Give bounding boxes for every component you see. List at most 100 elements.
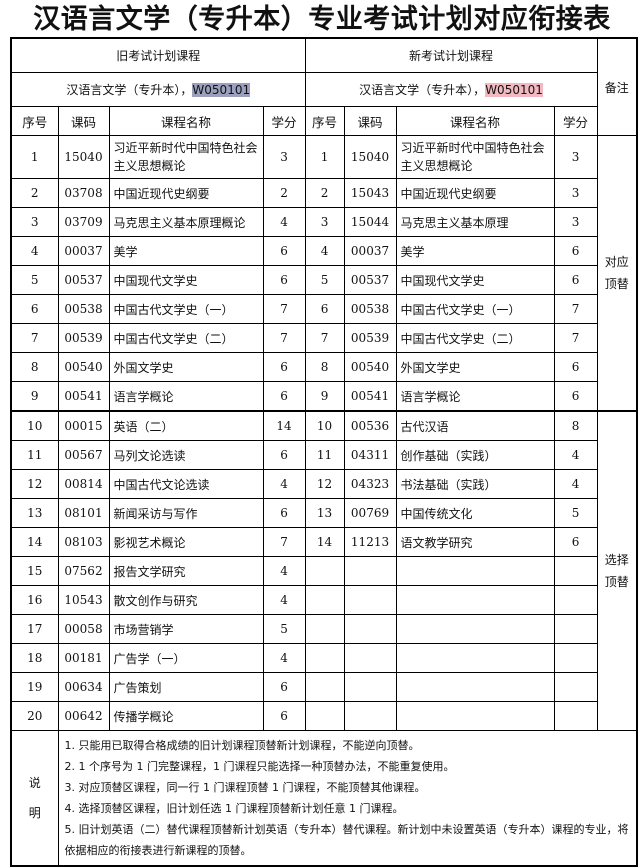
old-course: 美学 <box>108 236 264 266</box>
old-code: 00567 <box>57 440 110 470</box>
table-row: 17 00058 市场营销学 5 <box>10 614 637 644</box>
old-code: 10543 <box>57 585 110 615</box>
new-seq: 7 <box>304 323 345 353</box>
new-credit <box>553 672 598 702</box>
old-plan-code: W050101 <box>192 83 251 97</box>
old-course: 散文创作与研究 <box>108 585 264 615</box>
old-credit: 6 <box>262 352 306 382</box>
old-credit: 4 <box>262 556 306 586</box>
new-seq <box>304 614 345 644</box>
new-credit <box>553 585 598 615</box>
table-row: 13 08101 新闻采访与写作 6 13 00769 中国传统文化 5 <box>10 498 637 528</box>
table-row: 9 00541 语言学概论 6 9 00541 语言学概论 6 <box>10 381 637 412</box>
old-credit: 2 <box>262 178 306 208</box>
table-row: 20 00642 传播学概论 6 <box>10 701 637 731</box>
table-row: 2 03708 中国近现代史纲要 2 2 15043 中国近现代史纲要 3 <box>10 178 637 208</box>
note-item: 5. 旧计划英语（二）替代课程顶替新计划英语（专升本）替代课程。新计划中未设置英… <box>64 823 629 857</box>
old-seq: 7 <box>10 323 59 353</box>
new-credit: 6 <box>553 381 598 412</box>
old-code: 08103 <box>57 527 110 557</box>
old-seq: 14 <box>10 527 59 557</box>
old-seq: 3 <box>10 207 59 237</box>
old-course: 报告文学研究 <box>108 556 264 586</box>
new-code <box>343 643 397 673</box>
new-code: 00037 <box>343 236 397 266</box>
new-seq: 3 <box>304 207 345 237</box>
old-code: 00539 <box>57 323 110 353</box>
old-credit: 7 <box>262 527 306 557</box>
old-code: 00814 <box>57 469 110 499</box>
notes-content: 1. 只能用已取得合格成绩的旧计划课程顶替新计划课程，不能逆向顶替。 2. 1 个… <box>57 730 638 867</box>
new-credit: 7 <box>553 323 598 353</box>
new-course: 中国现代文学史 <box>395 265 555 295</box>
old-code: 00181 <box>57 643 110 673</box>
old-seq: 11 <box>10 440 59 470</box>
new-seq <box>304 701 345 731</box>
new-credit <box>553 556 598 586</box>
new-code <box>343 672 397 702</box>
new-seq <box>304 643 345 673</box>
new-credit: 7 <box>553 294 598 324</box>
column-header: 序号 <box>304 106 345 136</box>
old-seq: 19 <box>10 672 59 702</box>
new-credit: 6 <box>553 527 598 557</box>
new-plan-code: W050101 <box>485 83 543 97</box>
table-row: 7 00539 中国古代文学史（二） 7 7 00539 中国古代文学史（二） 7 <box>10 323 637 353</box>
old-code: 08101 <box>57 498 110 528</box>
old-credit: 5 <box>262 614 306 644</box>
table-row: 16 10543 散文创作与研究 4 <box>10 585 637 615</box>
new-course: 马克思主义基本原理 <box>395 207 555 237</box>
table-row: 1 15040 习近平新时代中国特色社会主义思想概论 3 1 15040 习近平新时代中国特… <box>10 135 638 412</box>
new-code: 11213 <box>343 527 397 557</box>
old-credit: 6 <box>262 236 306 266</box>
old-credit: 4 <box>262 643 306 673</box>
new-course <box>395 672 555 702</box>
new-seq <box>304 556 345 586</box>
new-course <box>395 643 555 673</box>
new-course <box>395 556 555 586</box>
remark-header: 备注 <box>596 37 638 136</box>
old-seq: 2 <box>10 178 59 208</box>
table-row: 11 00567 马列文论选读 6 11 04311 创作基础（实践） 4 <box>10 440 637 470</box>
old-course: 市场营销学 <box>108 614 264 644</box>
old-plan-major: 汉语言文学（专升本），W050101 <box>10 72 306 107</box>
table-row: 4 00037 美学 6 4 00037 美学 6 <box>10 236 637 266</box>
new-course: 书法基础（实践） <box>395 469 555 499</box>
old-seq: 13 <box>10 498 59 528</box>
old-course: 外国文学史 <box>108 352 264 382</box>
old-code: 00540 <box>57 352 110 382</box>
old-code: 00015 <box>57 410 110 441</box>
new-seq <box>304 672 345 702</box>
new-code: 00538 <box>343 294 397 324</box>
new-code: 00540 <box>343 352 397 382</box>
column-header: 课程名称 <box>395 106 555 136</box>
old-course: 中国近现代史纲要 <box>108 178 264 208</box>
table-row: 12 00814 中国古代文论选读 4 12 04323 书法基础（实践） 4 <box>10 469 637 499</box>
new-code <box>343 701 397 731</box>
old-code: 00058 <box>57 614 110 644</box>
old-credit: 4 <box>262 585 306 615</box>
old-course: 广告学（一） <box>108 643 264 673</box>
old-code: 07562 <box>57 556 110 586</box>
old-seq: 16 <box>10 585 59 615</box>
old-seq: 15 <box>10 556 59 586</box>
old-seq: 18 <box>10 643 59 673</box>
old-seq: 10 <box>10 410 59 441</box>
new-course: 中国传统文化 <box>395 498 555 528</box>
old-code: 03709 <box>57 207 110 237</box>
page-title: 汉语言文学（专升本）专业考试计划对应衔接表 <box>33 4 611 35</box>
new-credit: 6 <box>553 352 598 382</box>
old-course: 中国古代文学史（二） <box>108 323 264 353</box>
new-credit: 5 <box>553 498 598 528</box>
column-header: 课程名称 <box>108 106 264 136</box>
old-credit: 6 <box>262 672 306 702</box>
old-course: 影视艺术概论 <box>108 527 264 557</box>
new-seq: 4 <box>304 236 345 266</box>
new-code: 04323 <box>343 469 397 499</box>
new-course <box>395 585 555 615</box>
new-seq <box>304 585 345 615</box>
old-credit: 14 <box>262 410 306 441</box>
old-course: 马克思主义基本原理概论 <box>108 207 264 237</box>
old-code: 15040 <box>57 135 110 179</box>
old-code: 03708 <box>57 178 110 208</box>
